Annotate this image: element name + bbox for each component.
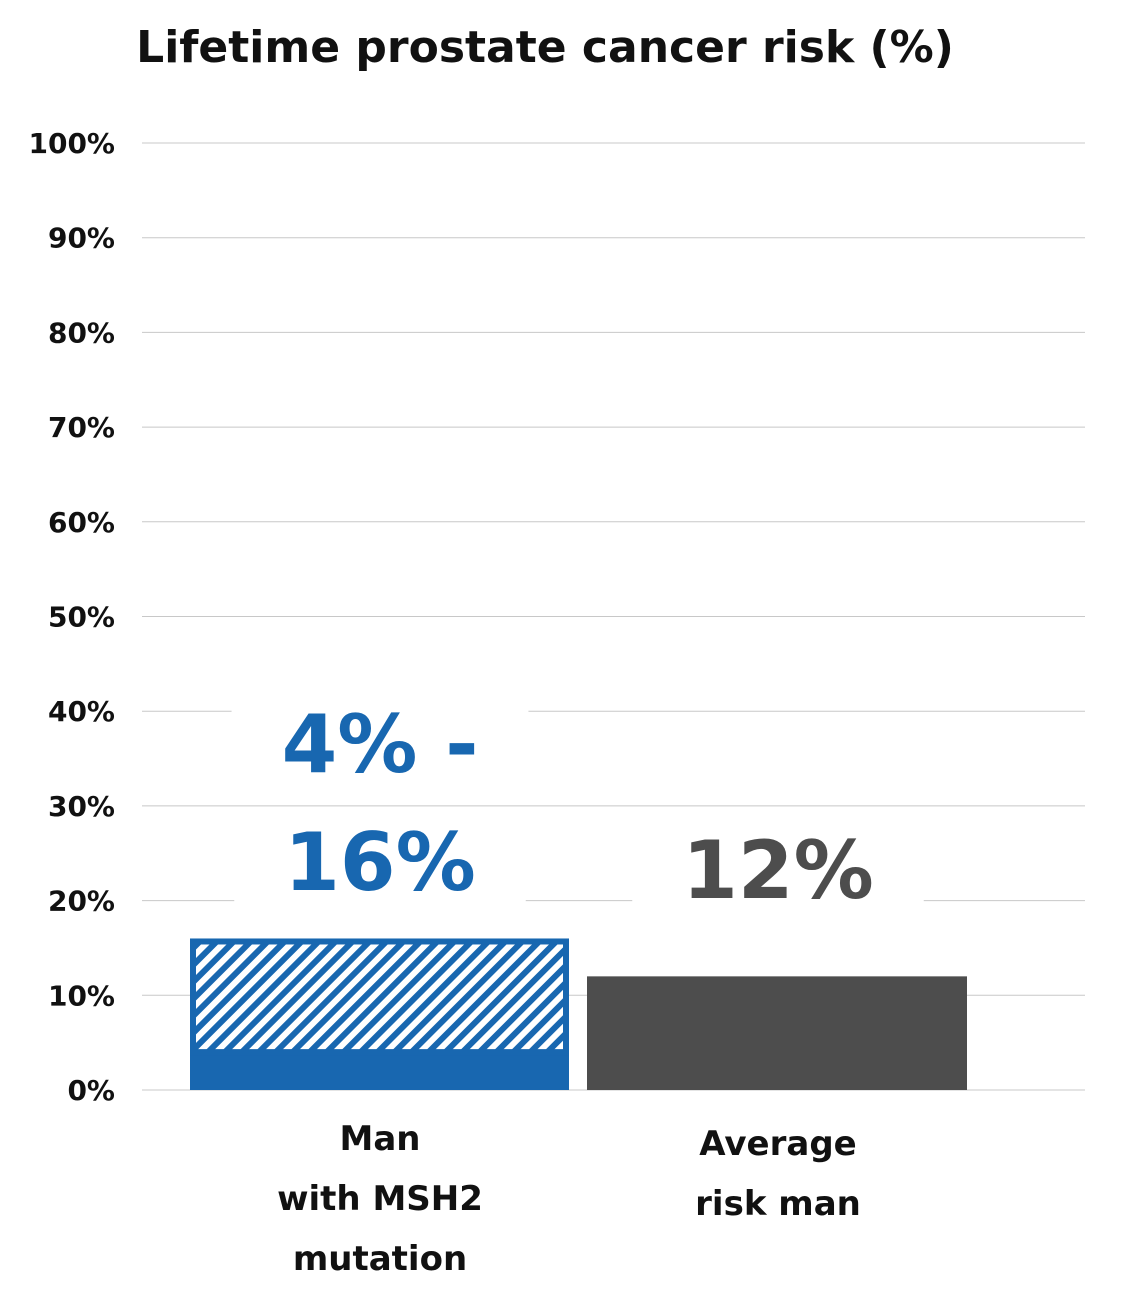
- category-label: mutation: [293, 1239, 467, 1279]
- y-tick-label: 0%: [67, 1074, 115, 1107]
- y-tick-label: 20%: [48, 885, 115, 918]
- category-labels: Man with MSH2 mutation Average risk man: [277, 1119, 861, 1279]
- y-tick-label: 50%: [48, 601, 115, 634]
- value-labels: 4% - 16% 12%: [231, 690, 924, 925]
- category-label: risk man: [695, 1184, 861, 1224]
- bar: [587, 976, 967, 1090]
- value-label: 16%: [284, 816, 475, 909]
- chart-title: Lifetime prostate cancer risk (%): [136, 22, 954, 73]
- bar-solid-segment: [190, 1052, 569, 1090]
- y-tick-label: 40%: [48, 695, 115, 728]
- y-tick-label: 90%: [48, 222, 115, 255]
- bar-hatched-segment: [190, 938, 569, 1056]
- value-label: 12%: [682, 824, 873, 917]
- category-label: with MSH2: [277, 1179, 483, 1219]
- category-label: Average: [699, 1124, 856, 1164]
- y-tick-label: 60%: [48, 506, 115, 539]
- y-tick-label: 80%: [48, 316, 115, 349]
- y-tick-label: 30%: [48, 790, 115, 823]
- category-label: Man: [340, 1119, 421, 1159]
- y-tick-label: 70%: [48, 411, 115, 444]
- value-label: 4% -: [282, 698, 479, 791]
- value-label-backing: [234, 808, 526, 917]
- y-tick-label: 100%: [28, 127, 115, 160]
- y-axis-tick-labels: 0% 10% 20% 30% 40% 50% 60% 70% 80% 90% 100%: [28, 127, 115, 1107]
- value-label-backing: [632, 816, 924, 925]
- bars: [190, 938, 967, 1090]
- value-label-backing: [231, 690, 529, 799]
- y-tick-label: 10%: [48, 979, 115, 1012]
